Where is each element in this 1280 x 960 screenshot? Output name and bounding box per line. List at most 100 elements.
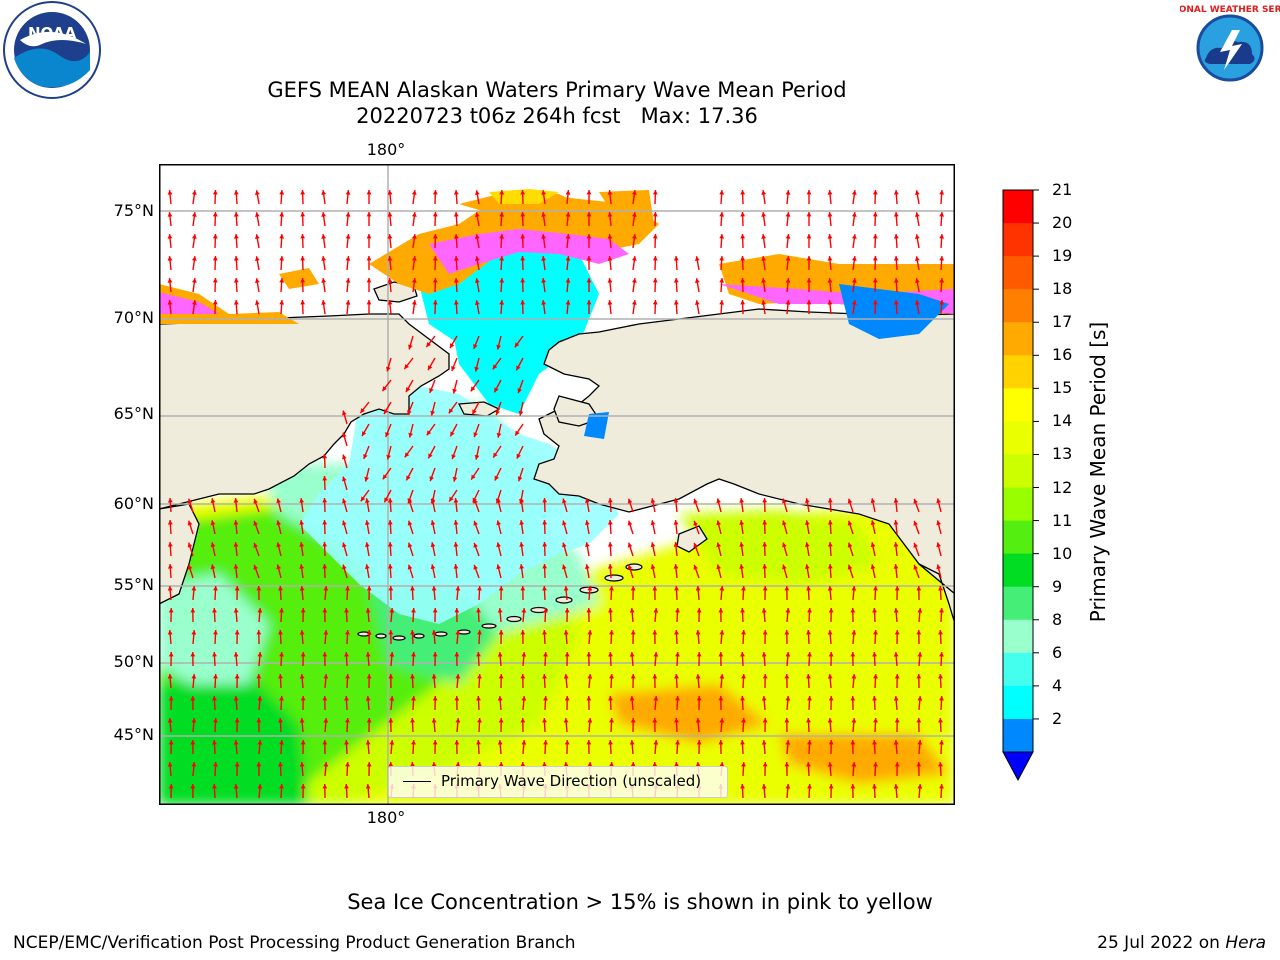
wave-arrow xyxy=(299,542,305,557)
wave-arrow-head xyxy=(520,256,526,261)
wave-arrow xyxy=(673,542,679,557)
wave-arrow-head xyxy=(914,234,920,239)
wave-arrow xyxy=(519,520,525,535)
wave-arrow-head xyxy=(342,476,347,482)
wave-arrow xyxy=(455,585,461,601)
wave-arrow-head xyxy=(741,762,746,767)
wave-arrow-head xyxy=(362,431,367,437)
wave-arrow xyxy=(365,783,371,799)
wave-arrow-head xyxy=(939,608,944,613)
wave-arrow-head xyxy=(495,410,500,416)
wave-arrow-head xyxy=(851,212,857,217)
wave-arrow xyxy=(914,300,920,315)
wave-arrow xyxy=(167,541,173,557)
wave-arrow-head xyxy=(740,608,745,613)
wave-arrow xyxy=(716,564,722,579)
wave-arrow xyxy=(893,564,899,579)
wave-arrow xyxy=(254,256,260,271)
wave-arrow xyxy=(187,520,194,535)
lat-label-75n: 75°N xyxy=(113,201,154,220)
wave-arrow-head xyxy=(432,234,438,239)
wave-arrow xyxy=(411,651,416,667)
wave-arrow xyxy=(476,739,481,755)
wave-arrow xyxy=(586,300,592,314)
wave-arrow-head xyxy=(652,630,658,635)
wave-arrow-head xyxy=(719,630,725,635)
wave-arrow xyxy=(586,739,592,755)
wave-arrow-head xyxy=(740,652,745,657)
wave-arrow xyxy=(432,211,438,227)
wave-arrow-head xyxy=(784,762,790,767)
wave-arrow xyxy=(562,542,568,557)
wave-arrow-head xyxy=(473,344,478,349)
wave-arrow xyxy=(827,497,833,513)
wave-arrow xyxy=(300,189,306,205)
wave-arrow xyxy=(761,300,767,315)
wave-arrow xyxy=(449,335,458,349)
wave-arrow xyxy=(630,673,636,689)
wave-arrow-head xyxy=(938,718,943,723)
wave-arrow-head xyxy=(323,586,329,591)
wave-arrow xyxy=(451,357,458,372)
wave-arrow xyxy=(322,651,328,667)
wave-arrow-head xyxy=(630,586,636,591)
wave-arrow xyxy=(939,783,944,799)
wave-arrow-head xyxy=(279,212,285,217)
wave-arrow-head xyxy=(827,190,833,195)
wave-arrow xyxy=(254,234,260,249)
wave-arrow-head xyxy=(323,718,329,723)
wave-arrow-head xyxy=(565,256,571,261)
wave-arrow xyxy=(784,629,790,645)
wave-arrow-head xyxy=(673,498,679,503)
wave-arrow-head xyxy=(873,718,878,723)
wave-arrow-head xyxy=(785,784,791,789)
wave-arrow xyxy=(364,564,370,579)
wave-arrow-head xyxy=(828,696,834,701)
wave-arrow xyxy=(586,695,592,711)
wave-arrow xyxy=(785,783,791,799)
wave-arrow-head xyxy=(388,718,394,723)
wave-arrow xyxy=(607,212,613,227)
wave-arrow-head xyxy=(917,740,923,745)
wave-arrow xyxy=(563,717,569,733)
wave-arrow xyxy=(562,520,568,535)
wave-arrow-head xyxy=(631,212,637,217)
wave-arrow xyxy=(212,783,217,799)
wave-arrow-head xyxy=(893,212,899,217)
wave-arrow-head xyxy=(519,564,525,569)
wave-arrow-head xyxy=(586,696,592,701)
wave-arrow xyxy=(408,335,414,350)
wave-arrow-head xyxy=(321,190,327,195)
wave-arrow-head xyxy=(740,212,746,217)
wave-arrow-head xyxy=(190,652,196,657)
colorbar-tick-label: 12 xyxy=(1052,477,1073,497)
wave-arrow-head xyxy=(565,234,571,239)
wave-arrow xyxy=(519,564,525,579)
wave-arrow-head xyxy=(804,520,810,525)
wave-arrow xyxy=(430,401,436,416)
wave-arrow xyxy=(851,300,857,315)
wave-arrow xyxy=(673,255,679,271)
nws-logo-text: NATIONAL WEATHER SERVICE xyxy=(1180,5,1280,15)
wave-arrow xyxy=(473,520,480,535)
wave-arrow xyxy=(719,189,725,205)
wave-arrow-head xyxy=(300,190,306,195)
wave-arrow xyxy=(609,717,614,733)
wave-arrow xyxy=(344,695,349,711)
wave-arrow xyxy=(279,783,284,799)
wave-arrow xyxy=(253,564,260,579)
wave-arrow-head xyxy=(828,608,834,613)
wave-arrow xyxy=(342,432,348,447)
wave-arrow-head xyxy=(167,498,173,503)
wave-arrow-head xyxy=(410,718,415,723)
wave-arrow xyxy=(827,629,833,645)
wave-arrow-head xyxy=(411,190,417,195)
wave-arrow-head xyxy=(431,674,437,679)
wave-arrow xyxy=(476,651,481,667)
wave-arrow-head xyxy=(453,542,459,547)
colorbar-tick-label: 10 xyxy=(1052,543,1073,563)
colorbar-band xyxy=(1003,619,1033,654)
wave-arrow-head xyxy=(607,256,613,261)
wave-arrow-head xyxy=(520,278,526,283)
wave-arrow xyxy=(411,234,417,249)
